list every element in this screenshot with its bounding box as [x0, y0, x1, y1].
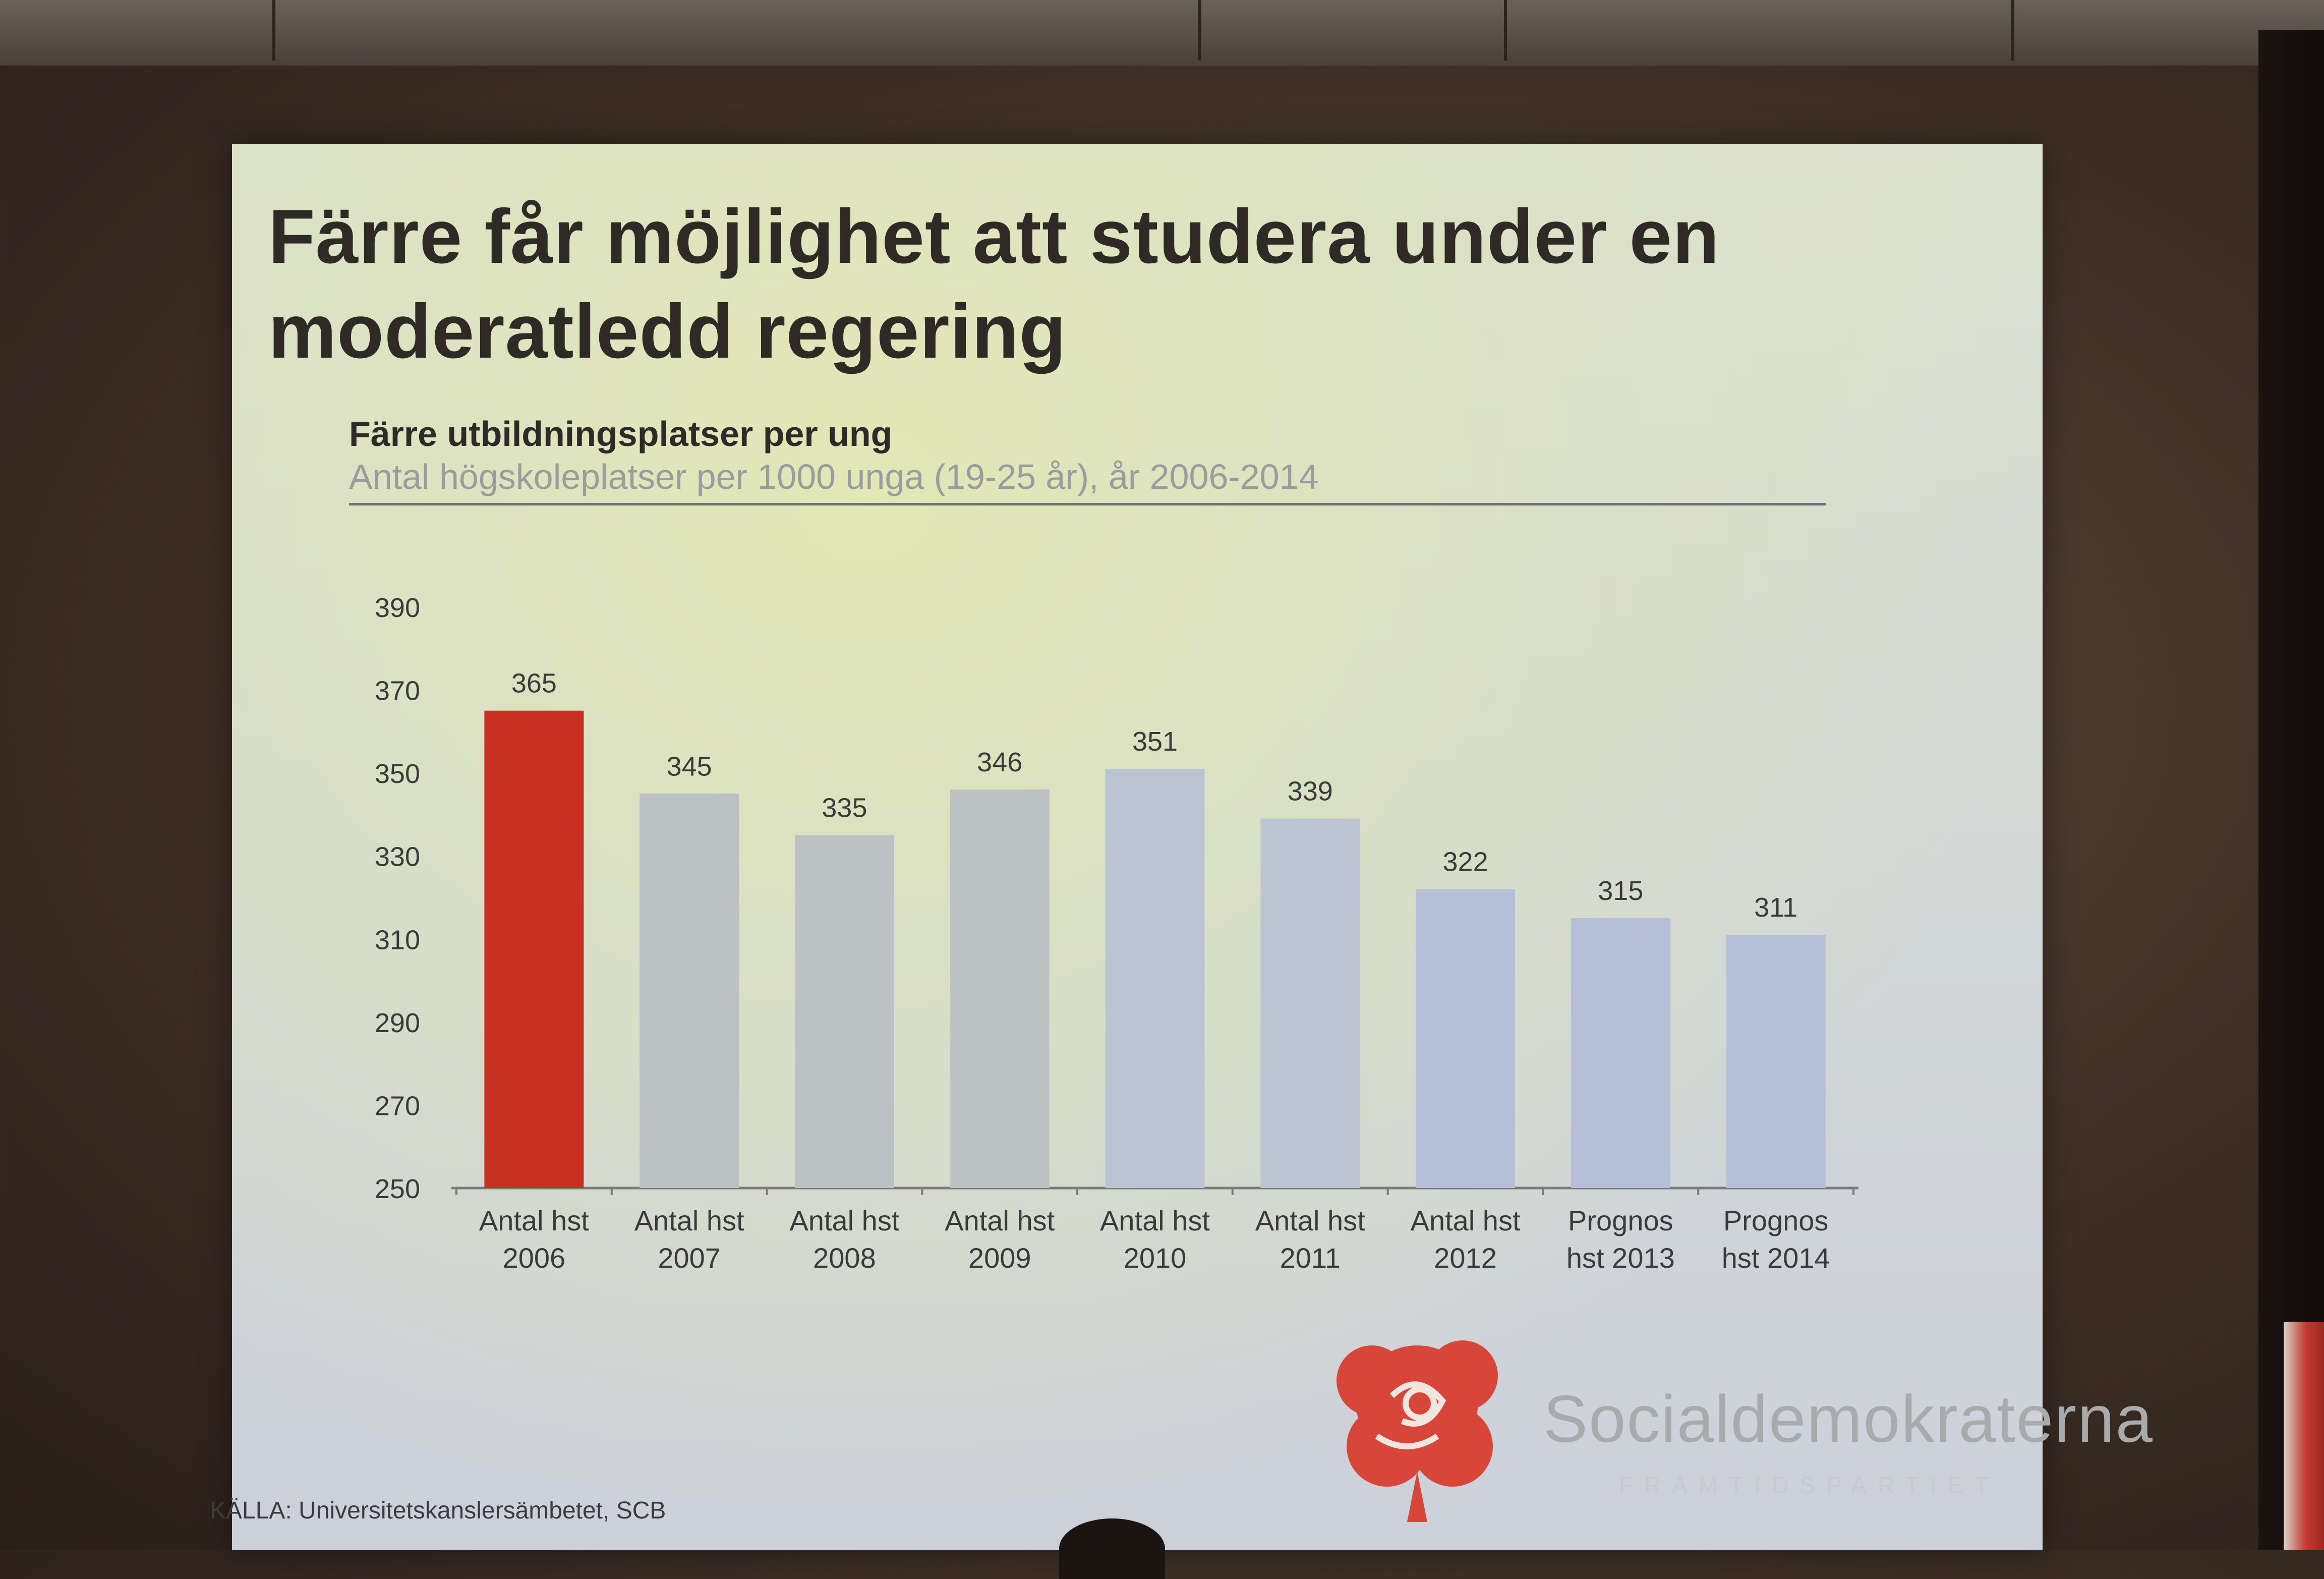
x-tick-label: 2011 — [1280, 1242, 1341, 1274]
y-tick-label: 270 — [375, 1091, 420, 1121]
x-tick-label: Prognos — [1568, 1205, 1673, 1236]
x-tick-label: 2009 — [968, 1242, 1031, 1274]
bar — [640, 794, 739, 1188]
ceiling-panel — [0, 0, 275, 61]
chart-subtitle: Antal högskoleplatser per 1000 unga (19-… — [349, 457, 1319, 496]
x-tick-label: Antal hst — [1255, 1205, 1365, 1236]
speaker-head — [1059, 1518, 1165, 1579]
x-tick-label: 2010 — [1124, 1242, 1187, 1274]
y-tick-label: 290 — [375, 1008, 420, 1038]
x-tick-label: Prognos — [1723, 1205, 1829, 1236]
x-tick-label: 2012 — [1434, 1242, 1497, 1274]
bar-chart: 250 270 290 310 330 350 370 390 365 Antal hst 2006… — [375, 593, 1858, 1274]
bar-value-label: 335 — [822, 793, 867, 823]
x-tick-label: Antal hst — [1411, 1205, 1521, 1236]
x-tick-label: hst 2013 — [1566, 1242, 1675, 1274]
bar-value-label: 345 — [667, 751, 712, 781]
source-note: KÄLLA: Universitetskanslersämbetet, SCB — [210, 1497, 666, 1524]
x-tick-label: Antal hst — [945, 1205, 1055, 1236]
x-tick-label: hst 2014 — [1722, 1242, 1830, 1274]
ceiling-panel — [1201, 0, 1507, 61]
flag — [2284, 1322, 2324, 1550]
x-tick-label: Antal hst — [1100, 1205, 1210, 1236]
bar — [950, 790, 1050, 1188]
logo-tagline: FRAMTIDSPARTIET — [1619, 1472, 2000, 1498]
x-tick-label: Antal hst — [634, 1205, 744, 1236]
chart-title: Färre utbildningsplatser per ung — [349, 414, 893, 454]
bar-value-label: 315 — [1598, 876, 1643, 906]
x-tick-label: 2008 — [813, 1242, 876, 1274]
party-logo: Socialdemokraterna FRAMTIDSPARTIET — [1316, 1320, 2153, 1532]
ceiling-panel — [275, 0, 1201, 61]
bar — [484, 710, 584, 1188]
x-tick-label: 2007 — [658, 1242, 721, 1274]
y-tick-label: 390 — [375, 593, 420, 623]
bar — [1571, 918, 1670, 1188]
rose-icon — [1337, 1340, 1498, 1522]
y-tick-label: 310 — [375, 925, 420, 955]
slide-title: Färre får möjlighet att studera under en… — [268, 194, 1720, 374]
ceiling — [0, 0, 2324, 66]
x-tick-label: 2006 — [503, 1242, 566, 1274]
bar — [1105, 768, 1205, 1188]
y-tick-label: 350 — [375, 759, 420, 789]
bar — [1260, 818, 1360, 1188]
ceiling-panel — [1507, 0, 2014, 61]
bar-value-label: 365 — [511, 668, 557, 699]
bar-value-label: 322 — [1443, 847, 1488, 877]
y-tick-label: 330 — [375, 842, 420, 872]
bar-value-label: 339 — [1288, 776, 1333, 807]
projection-screen: Färre får möjlighet att studera under en… — [210, 144, 2153, 1550]
y-tick-label: 250 — [375, 1174, 420, 1204]
bar — [1726, 935, 1826, 1188]
bar-value-label: 311 — [1754, 892, 1797, 923]
bar — [794, 835, 894, 1188]
bar-value-label: 351 — [1132, 726, 1178, 757]
room-wall — [2258, 30, 2324, 1550]
y-tick-label: 370 — [375, 676, 420, 706]
chart-title-divider — [349, 503, 1826, 505]
bar — [1416, 889, 1516, 1188]
bar-value-label: 346 — [977, 747, 1022, 777]
x-tick-label: Antal hst — [789, 1205, 899, 1236]
x-tick-label: Antal hst — [479, 1205, 589, 1236]
logo-wordmark: Socialdemokraterna — [1543, 1382, 2154, 1456]
